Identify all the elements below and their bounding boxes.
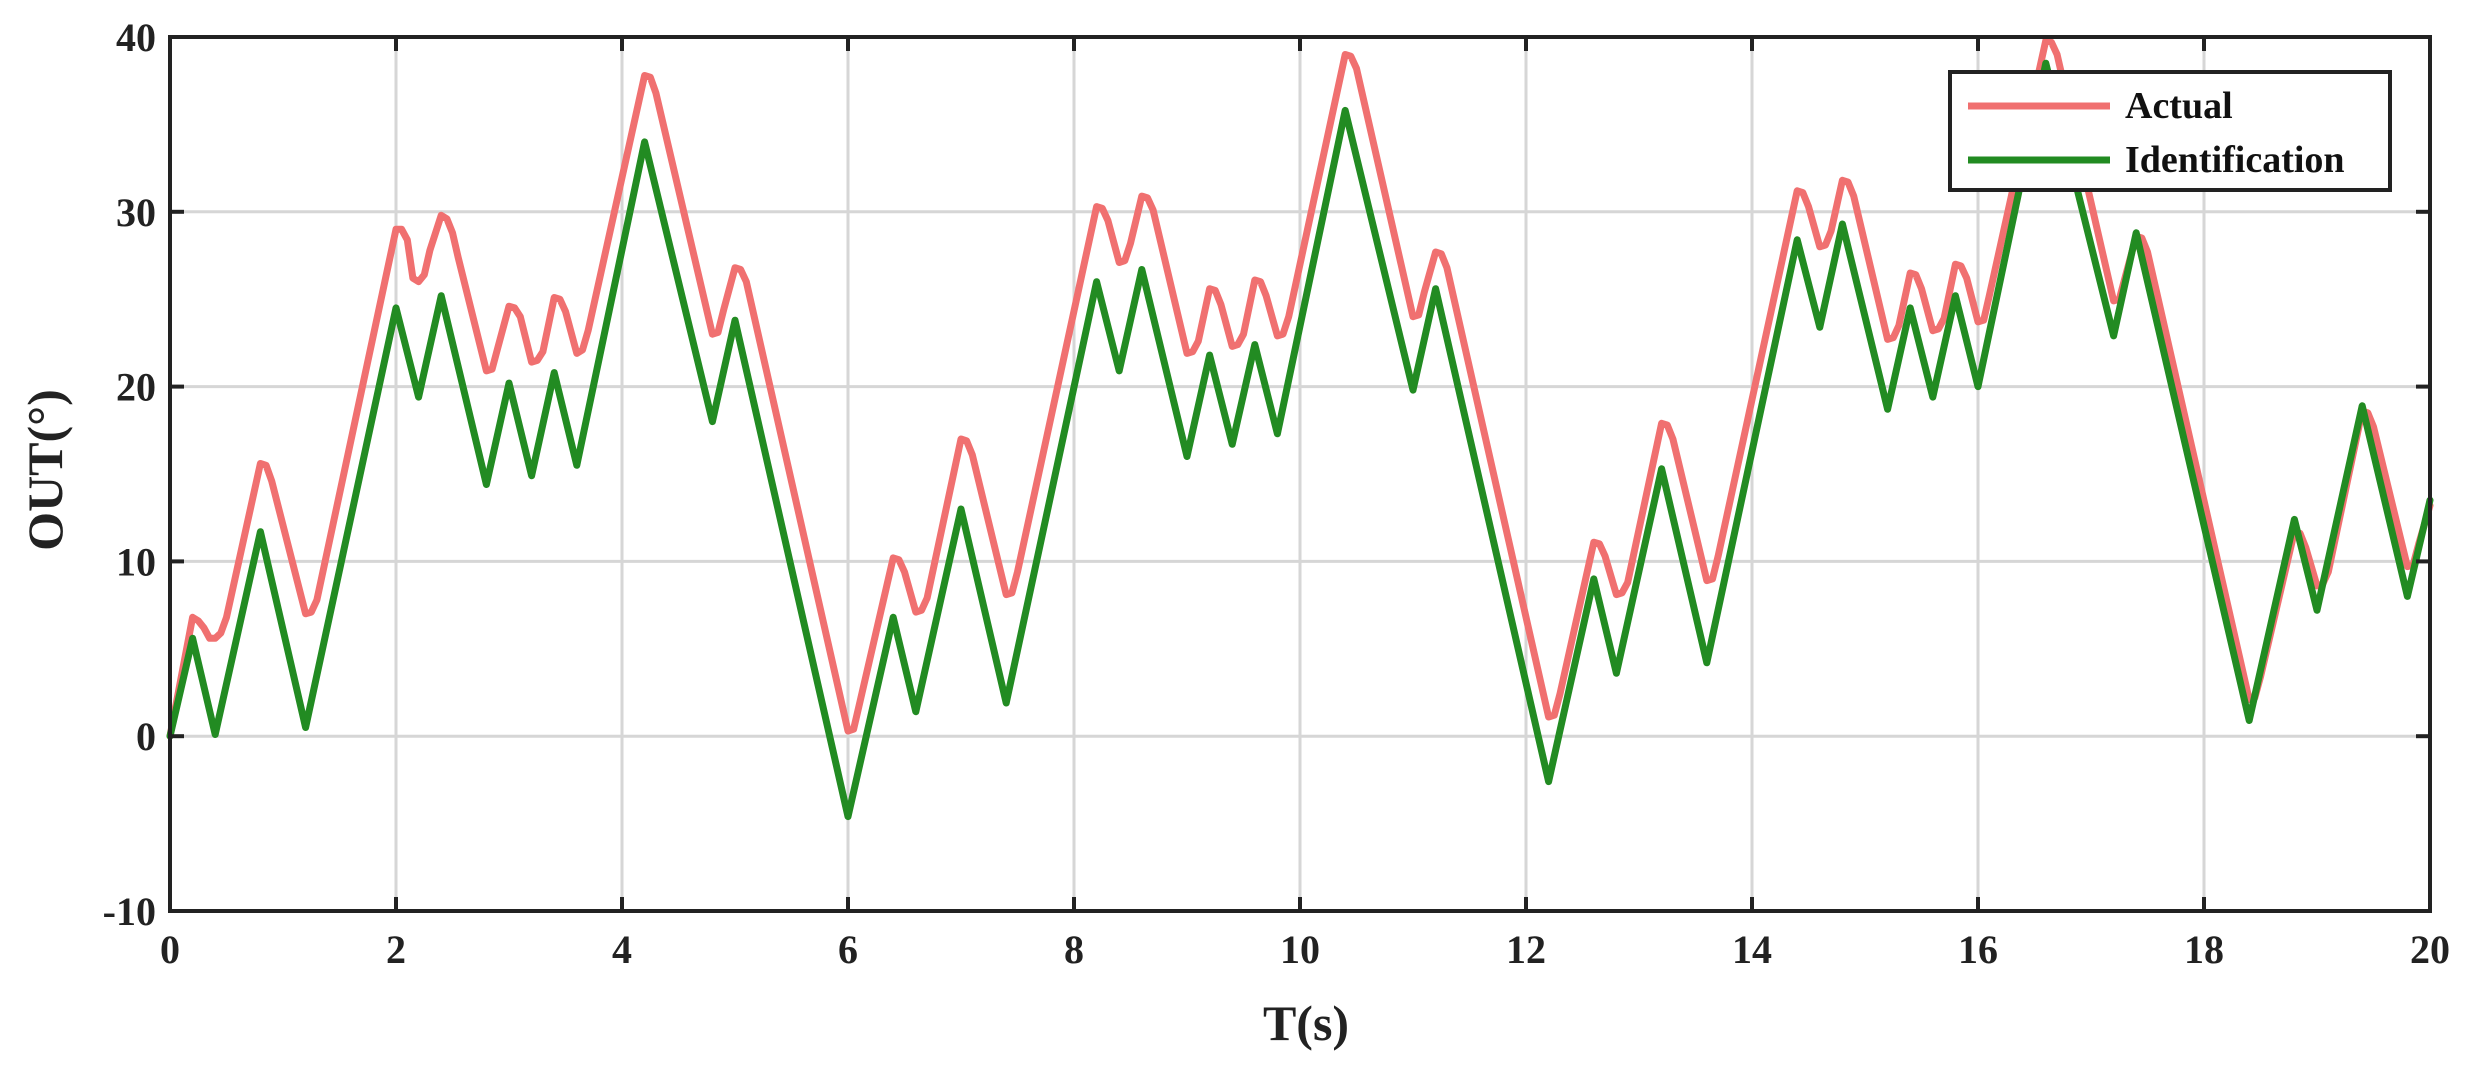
x-tick-label: 6 xyxy=(838,927,858,972)
axis-ticks xyxy=(168,35,2432,913)
y-tick-label: 10 xyxy=(116,539,156,584)
y-tick-label: 20 xyxy=(116,365,156,410)
x-tick-label: 16 xyxy=(1958,927,1998,972)
y-axis-label: OUT(°) xyxy=(17,389,73,551)
x-tick-label: 2 xyxy=(386,927,406,972)
y-tick-label: 40 xyxy=(116,15,156,60)
x-tick-label: 8 xyxy=(1064,927,1084,972)
x-tick-label: 10 xyxy=(1280,927,1320,972)
x-tick-label: 20 xyxy=(2410,927,2450,972)
x-tick-label: 14 xyxy=(1732,927,1772,972)
legend-label-actual: Actual xyxy=(2125,85,2233,127)
legend-box xyxy=(1948,70,2392,192)
x-tick-label: 0 xyxy=(160,927,180,972)
legend: Actual Identification xyxy=(1948,70,2392,192)
x-axis-label: T(s) xyxy=(1263,995,1349,1051)
y-tick-label: 0 xyxy=(136,714,156,759)
x-tick-label: 12 xyxy=(1506,927,1546,972)
x-tick-label: 18 xyxy=(2184,927,2224,972)
y-tick-label: 30 xyxy=(116,190,156,235)
series-line-identification xyxy=(166,59,2434,821)
y-tick-label: -10 xyxy=(103,889,156,934)
series-line-actual xyxy=(166,37,2434,740)
legend-label-identification: Identification xyxy=(2125,139,2345,181)
x-tick-label: 4 xyxy=(612,927,632,972)
series-layer xyxy=(166,37,2434,821)
